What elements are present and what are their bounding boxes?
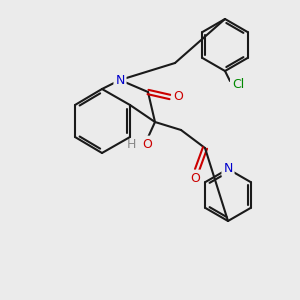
Text: O: O (190, 172, 200, 184)
Text: Cl: Cl (232, 79, 244, 92)
Text: O: O (142, 137, 152, 151)
Text: H: H (126, 137, 136, 151)
Text: O: O (173, 91, 183, 103)
Text: N: N (223, 163, 233, 176)
Text: N: N (115, 74, 125, 86)
